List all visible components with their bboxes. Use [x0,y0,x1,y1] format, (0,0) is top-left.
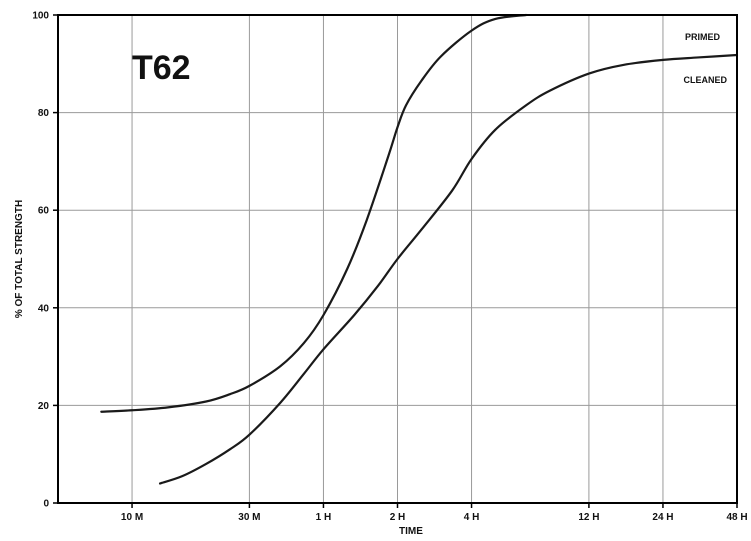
chart-title: T62 [132,49,191,87]
y-tick-label: 40 [38,303,50,314]
y-axis-title: % OF TOTAL STRENGTH [14,200,25,318]
x-tick-label: 12 H [578,512,599,523]
x-tick-label: 2 H [390,512,406,523]
y-tick-label: 60 [38,206,50,217]
x-tick-label: 4 H [464,512,480,523]
series-line-cleaned [158,53,739,485]
series-line-primed [100,13,528,413]
series-label-primed: PRIMED [685,32,721,42]
x-tick-label: 24 H [652,512,673,523]
y-tick-label: 80 [38,108,50,119]
x-tick-label: 1 H [316,512,332,523]
y-tick-label: 100 [32,11,49,22]
x-tick-label: 48 H [726,512,747,523]
x-axis-title: TIME [399,526,423,537]
y-tick-label: 0 [43,499,49,510]
x-tick-label: 10 M [121,512,143,523]
curve-layer [100,13,739,485]
x-tick-label: 30 M [238,512,260,523]
grid-layer [58,15,738,503]
y-tick-label: 20 [38,401,50,412]
series-label-cleaned: CLEANED [683,75,727,85]
tick-layer: 10 M 30 M 1 H 2 H 4 H 12 H 24 H 48 H 0 20 40 60 80 10… [32,11,747,524]
